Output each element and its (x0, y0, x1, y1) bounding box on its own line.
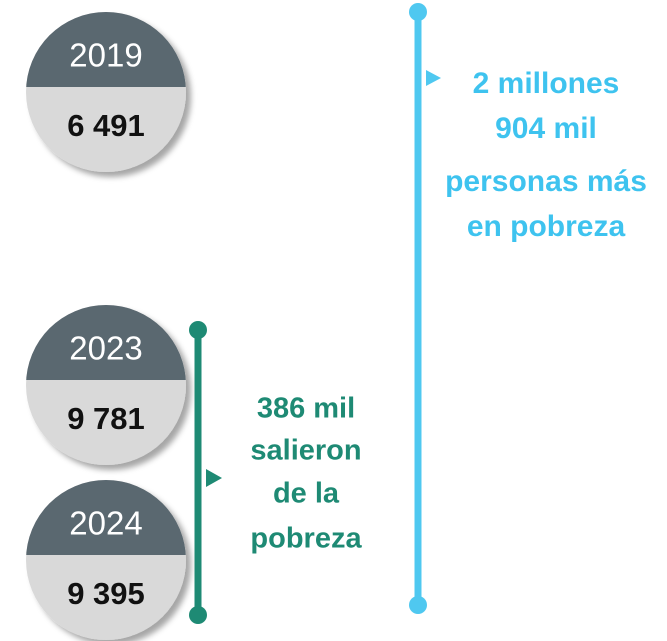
bracket-end (189, 606, 207, 624)
arrow (206, 469, 222, 487)
decrease-text: pobreza (250, 523, 362, 555)
increase-text: 904 mil (495, 112, 597, 145)
value: 9 395 (67, 576, 145, 611)
decrease-bracket (189, 321, 222, 624)
value: 6 491 (67, 108, 145, 143)
increase-text: 2 millones (473, 67, 620, 100)
increase-text: en pobreza (467, 210, 626, 243)
year: 2023 (69, 330, 142, 367)
annotations: 2 millones 904 mil personas más en pobreza 3… (250, 67, 647, 555)
decrease-text: de la (273, 478, 340, 510)
decrease-text: 386 mil (257, 393, 355, 425)
increase-text: personas más (445, 165, 647, 198)
decrease-text: salieron (250, 435, 361, 467)
bracket-end (409, 596, 427, 614)
year: 2024 (69, 505, 142, 542)
circles: 2019 6 491 2023 9 781 2024 9 395 (26, 12, 186, 640)
value: 9 781 (67, 401, 145, 436)
increase-bracket (409, 3, 441, 614)
bracket-end (189, 321, 207, 339)
arrow (426, 70, 441, 86)
year: 2019 (69, 37, 142, 74)
bracket-end (409, 3, 427, 21)
year-circle (26, 480, 186, 640)
